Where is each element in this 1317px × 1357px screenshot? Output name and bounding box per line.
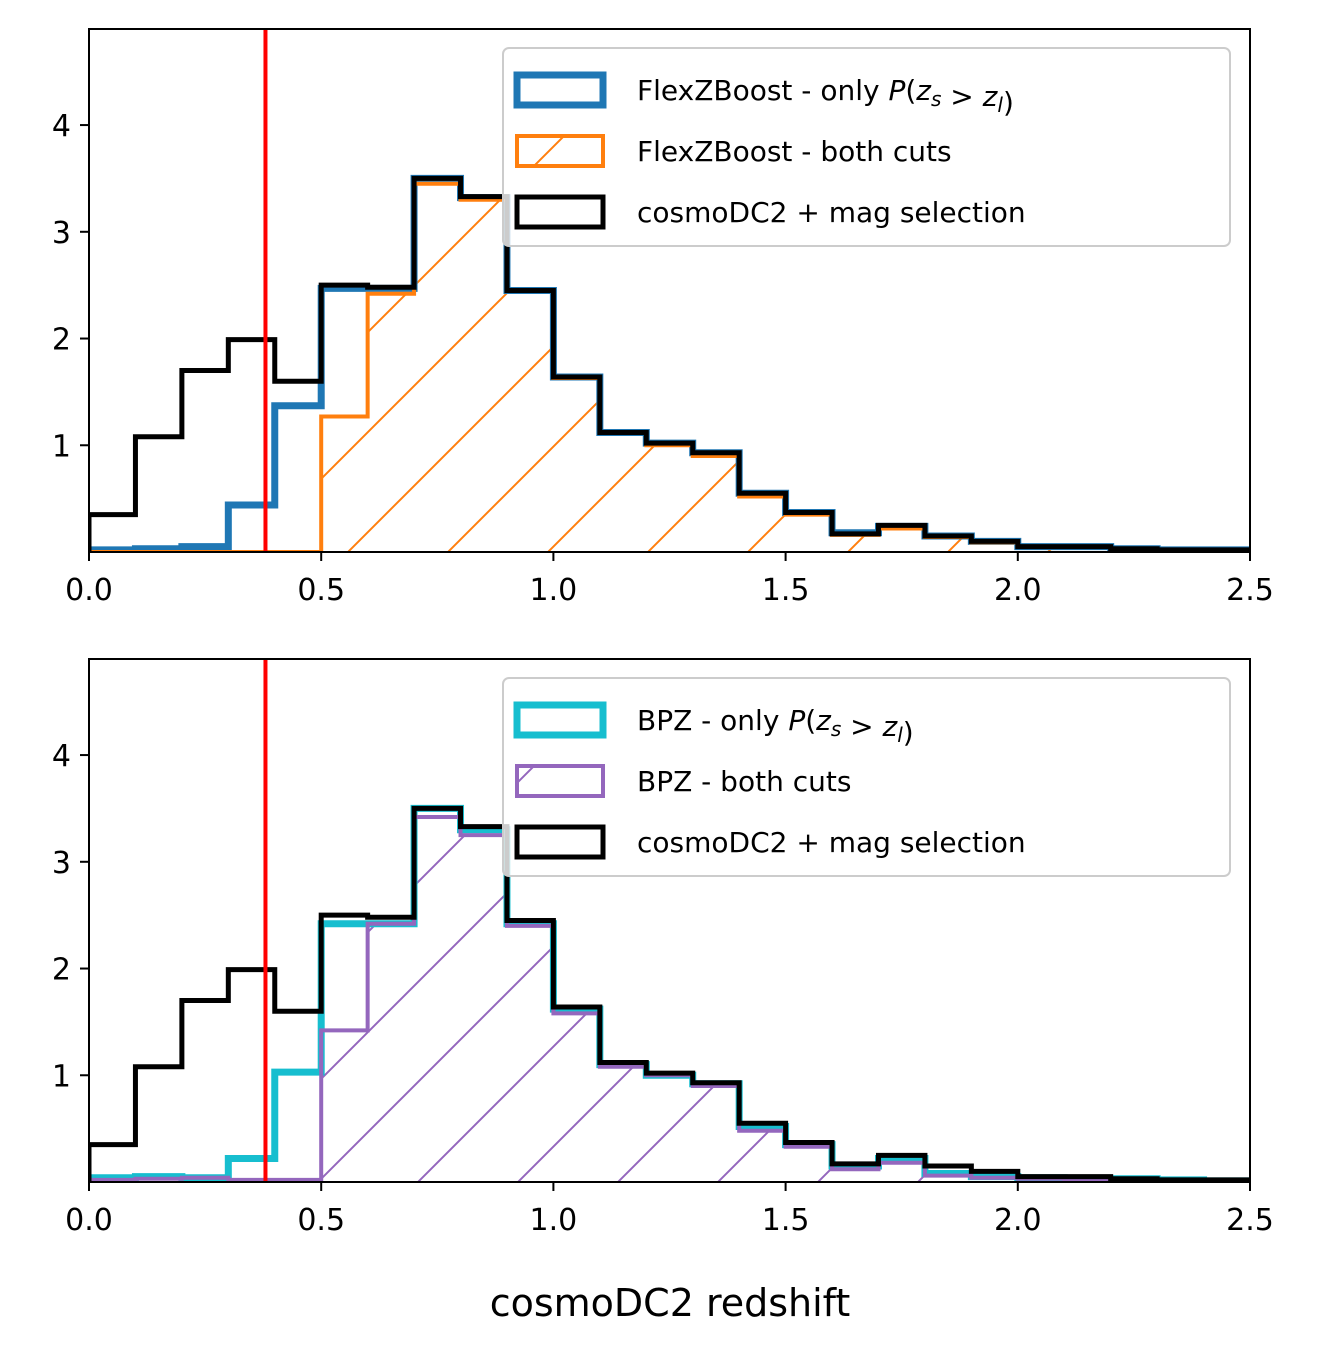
legend-swatch [513, 701, 607, 739]
legend-box [502, 47, 1231, 247]
axes-frame [88, 28, 1251, 553]
legend-box [502, 677, 1231, 877]
x-tick-label: 2.5 [1226, 573, 1274, 608]
axes-frame [88, 658, 1251, 1183]
x-tick-label: 0.5 [297, 1203, 345, 1238]
y-tick-label: 3 [52, 846, 71, 881]
x-tick-label: 1.0 [530, 573, 578, 608]
legend-item-2: cosmoDC2 + mag selection [514, 824, 1026, 860]
series-line-2 [89, 805, 1250, 1182]
legend-label: BPZ - both cuts [637, 765, 851, 798]
bottom-panel: 0.0 0.5 1.0 1.5 2.0 2.5 1 2 3 4 BPZ - only P(zs > … [52, 658, 1274, 1238]
y-tick-label: 4 [52, 739, 71, 774]
legend-label: cosmoDC2 + mag selection [637, 196, 1026, 229]
legend-swatch [515, 764, 605, 798]
x-tick-label: 2.0 [994, 573, 1042, 608]
legend-item-0: BPZ - only P(zs > zl) [513, 701, 914, 749]
plot-area [89, 29, 1250, 552]
x-tick-label: 2.5 [1226, 1203, 1274, 1238]
legend-swatch [514, 824, 606, 860]
x-tick-label: 0.0 [65, 1203, 113, 1238]
series-line-2 [89, 175, 1250, 552]
legend-item-2: cosmoDC2 + mag selection [514, 194, 1026, 230]
x-tick-label: 1.5 [762, 573, 810, 608]
y-tick-label: 4 [52, 109, 71, 144]
x-tick-label: 1.5 [762, 1203, 810, 1238]
x-axis-label: cosmoDC2 redshift [490, 1281, 851, 1325]
legend: BPZ - only P(zs > zl) BPZ - both cuts cosm… [502, 677, 1231, 877]
legend-swatch [513, 71, 607, 109]
legend-label: BPZ - only P(zs > zl) [637, 704, 914, 749]
legend: FlexZBoost - only P(zs > zl) FlexZBoost -… [502, 47, 1231, 247]
top-panel: 0.0 0.5 1.0 1.5 2.0 2.5 1 2 3 4 FlexZBoost - only … [52, 28, 1274, 608]
legend-item-1: BPZ - both cuts [515, 764, 851, 798]
hatch-fill-1 [89, 183, 1250, 552]
y-tick-label: 3 [52, 216, 71, 251]
y-tick-label: 1 [52, 1059, 71, 1094]
legend-swatch [515, 134, 605, 168]
x-tick-label: 1.0 [530, 1203, 578, 1238]
hatch-fill-1 [89, 816, 1250, 1182]
legend-item-0: FlexZBoost - only P(zs > zl) [513, 71, 1014, 119]
legend-label: FlexZBoost - only P(zs > zl) [637, 74, 1014, 119]
legend-swatch [514, 194, 606, 230]
plot-area [89, 659, 1250, 1182]
x-tick-label: 2.0 [994, 1203, 1042, 1238]
series-2 [89, 805, 1250, 1182]
legend-label: cosmoDC2 + mag selection [637, 826, 1026, 859]
y-tick-label: 2 [52, 953, 71, 988]
y-tick-label: 1 [52, 429, 71, 464]
y-tick-label: 2 [52, 323, 71, 358]
x-tick-label: 0.5 [297, 573, 345, 608]
x-tick-label: 0.0 [65, 573, 113, 608]
series-2 [89, 175, 1250, 552]
legend-hatch [517, 136, 603, 166]
legend-label: FlexZBoost - both cuts [637, 135, 952, 168]
legend-hatch [517, 766, 603, 796]
legend-item-1: FlexZBoost - both cuts [515, 134, 952, 168]
